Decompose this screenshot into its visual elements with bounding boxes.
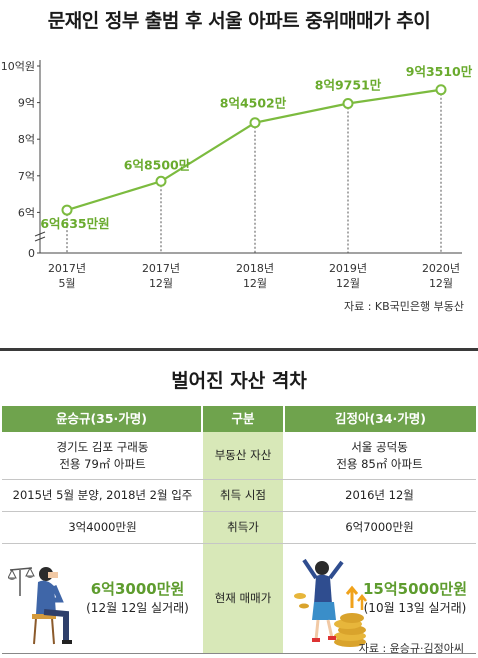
- row-right-property: 서울 공덕동 전용 85㎡ 아파트: [283, 432, 476, 479]
- x-tick-label: 2017년: [48, 262, 86, 275]
- row-label-current: 현재 매매가: [214, 591, 272, 605]
- header-right: 김정아(34·가명): [285, 406, 476, 432]
- row-right-acquired: 2016년 12월: [345, 488, 414, 502]
- data-label: 6억8500만: [124, 157, 191, 172]
- comparison-table: 윤승규(35·가명) 구분 김정아(34·가명) 경기도 김포 구래동 전용 7…: [2, 406, 476, 654]
- compare-source: 자료 : 윤승규·김정아씨: [358, 642, 464, 655]
- data-point: [61, 204, 73, 216]
- right-current-block: 15억5000만원 (10월 13일 실거래): [354, 544, 476, 653]
- compare-title: 벌어진 자산 격차: [171, 370, 307, 392]
- y-tick-label: 7억: [18, 170, 35, 183]
- data-label: 8억9751만: [315, 78, 382, 93]
- row-label-acquired: 취득 시점: [220, 488, 266, 502]
- axis-break: [34, 231, 46, 237]
- x-tick-label: 12월: [149, 277, 173, 290]
- row-right-price: 6억7000만원: [345, 520, 414, 534]
- row-label-property: 부동산 자산: [214, 448, 272, 462]
- data-point: [155, 175, 167, 187]
- y-tick-label: 10억원: [1, 60, 35, 73]
- axis-break: [34, 236, 46, 242]
- x-tick-label: 2020년: [422, 262, 460, 275]
- left-current-note: (12월 12일 실거래): [86, 600, 189, 615]
- left-current-price: 6억3000만원: [90, 579, 185, 598]
- header-separator: [201, 406, 203, 432]
- row-divider: [2, 543, 476, 544]
- x-tick-label: 12월: [336, 277, 360, 290]
- x-tick-label: 12월: [243, 277, 267, 290]
- cell-line: 경기도 김포 구래동: [56, 439, 149, 454]
- happy-woman-illustration: [294, 558, 367, 647]
- section-divider: [0, 348, 478, 351]
- header-left: 윤승규(35·가명): [2, 406, 201, 432]
- row-left-acquired: 2015년 5월 분양, 2018년 2월 입주: [12, 488, 193, 502]
- data-point: [342, 98, 354, 110]
- header-separator: [283, 406, 285, 432]
- y-tick-label: 6억: [18, 206, 35, 219]
- row-left-price: 3억4000만원: [68, 520, 137, 534]
- chart-title: 문재인 정부 출범 후 서울 아파트 중위매매가 추이: [47, 10, 431, 32]
- y-tick-label: 8억: [18, 133, 35, 146]
- line-chart: 0 6억 7억 8억 9억 10억원 2017년 5월 2017년 12월 2018년 12월 2019…: [1, 60, 473, 290]
- y-tick-label: 9억: [18, 97, 35, 110]
- right-current-note: (10월 13일 실거래): [363, 600, 467, 615]
- cell-line: 서울 공덕동: [351, 439, 408, 454]
- data-label: 9억3510만: [406, 64, 473, 79]
- chart-source: 자료 : KB국민은행 부동산: [343, 300, 464, 313]
- data-label: 8억4502만: [220, 96, 287, 111]
- data-point: [435, 84, 447, 96]
- cell-line: 전용 79㎡ 아파트: [59, 456, 146, 471]
- row-divider: [2, 479, 476, 480]
- data-label: 6억635만원: [40, 216, 109, 231]
- right-current-price: 15억5000만원: [362, 579, 468, 598]
- x-tick-label: 2017년: [142, 262, 180, 275]
- y-tick-label: 0: [28, 247, 35, 260]
- left-current-block: 6억3000만원 (12월 12일 실거래): [72, 544, 203, 653]
- x-tick-label: 12월: [429, 277, 453, 290]
- x-tick-label: 5월: [58, 277, 75, 290]
- row-left-property: 경기도 김포 구래동 전용 79㎡ 아파트: [2, 432, 203, 479]
- cell-line: 전용 85㎡ 아파트: [336, 456, 423, 471]
- data-point: [249, 117, 261, 129]
- x-tick-label: 2019년: [329, 262, 367, 275]
- x-tick-label: 2018년: [236, 262, 274, 275]
- row-divider: [2, 511, 476, 512]
- header-mid: 구분: [203, 406, 283, 432]
- worried-man-illustration: [8, 566, 72, 645]
- table-bottom-line: [2, 653, 476, 654]
- row-label-price: 취득가: [227, 520, 259, 534]
